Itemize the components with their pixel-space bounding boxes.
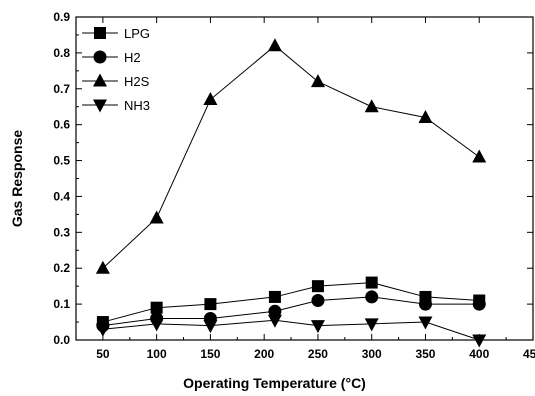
legend-label: NH3 <box>124 98 150 113</box>
x-tick-label: 50 <box>96 347 110 361</box>
legend-marker <box>94 27 106 39</box>
series-lpg <box>96 276 486 329</box>
x-tick-label: 450 <box>523 347 535 361</box>
y-tick-label: 0.9 <box>53 10 70 24</box>
y-axis-title: Gas Response <box>9 130 25 227</box>
x-tick-label: 200 <box>254 347 274 361</box>
x-tick-label: 350 <box>415 347 435 361</box>
y-tick-label: 0.6 <box>53 118 70 132</box>
y-tick-label: 0.5 <box>53 154 70 168</box>
legend: LPG H2 H2S NH3 <box>82 26 150 113</box>
legend-label: H2S <box>124 74 150 89</box>
x-axis-title: Operating Temperature (°C) <box>183 375 366 391</box>
data-point-lpg <box>150 301 163 314</box>
legend-marker <box>93 73 107 87</box>
data-point-nh3 <box>149 318 164 332</box>
legend-marker <box>93 50 107 64</box>
y-tick-label: 0.8 <box>53 46 70 60</box>
data-point-h2s <box>364 99 379 113</box>
data-point-h2 <box>418 297 432 311</box>
data-point-h2s <box>267 38 282 52</box>
series-h2 <box>96 290 486 333</box>
data-point-nh3 <box>95 323 110 337</box>
legend-label: H2 <box>124 50 141 65</box>
data-point-h2 <box>268 304 282 318</box>
data-point-lpg <box>365 276 378 289</box>
y-tick-label: 0.0 <box>53 333 70 347</box>
y-tick-label: 0.1 <box>53 297 70 311</box>
data-point-h2 <box>472 297 486 311</box>
series-line-nh3 <box>102 319 480 341</box>
data-point-h2 <box>365 290 379 304</box>
series-line-lpg <box>102 282 480 323</box>
plot-border <box>75 16 534 341</box>
data-point-lpg <box>204 298 217 311</box>
series-line-h2s <box>102 45 480 269</box>
data-point-lpg <box>268 290 281 303</box>
x-tick-label: 150 <box>200 347 220 361</box>
data-point-nh3 <box>418 316 433 330</box>
data-point-lpg <box>311 280 324 293</box>
data-point-h2s <box>149 210 164 224</box>
plot-frame <box>75 16 534 341</box>
data-point-nh3 <box>267 314 282 328</box>
y-tick-label: 0.4 <box>53 189 70 203</box>
data-point-h2 <box>311 294 325 308</box>
x-tick-label: 250 <box>308 347 328 361</box>
x-axis-ticks: 50 100 150 200 250 300 350 400 450 <box>75 17 535 361</box>
x-tick-label: 400 <box>469 347 489 361</box>
data-point-h2s <box>472 149 487 163</box>
data-point-h2s <box>418 109 433 123</box>
data-point-nh3 <box>472 334 487 348</box>
data-point-h2s <box>310 74 325 88</box>
y-tick-label: 0.7 <box>53 82 70 96</box>
series-layer <box>95 38 487 348</box>
data-point-nh3 <box>203 320 218 334</box>
data-point-h2s <box>95 260 110 274</box>
legend-marker <box>93 99 107 113</box>
data-point-h2s <box>203 92 218 106</box>
y-tick-label: 0.3 <box>53 225 70 239</box>
x-tick-label: 100 <box>147 347 167 361</box>
data-point-nh3 <box>364 318 379 332</box>
series-h2s <box>95 38 487 274</box>
legend-label: LPG <box>124 26 150 41</box>
series-line-h2 <box>102 296 480 327</box>
data-point-nh3 <box>310 320 325 334</box>
y-axis-ticks: 0.0 0.1 0.2 0.3 0.4 0.5 0.6 0.7 0.8 0.9 <box>53 10 533 347</box>
y-tick-label: 0.2 <box>53 261 70 275</box>
x-tick-label: 300 <box>362 347 382 361</box>
series-nh3 <box>95 314 487 348</box>
